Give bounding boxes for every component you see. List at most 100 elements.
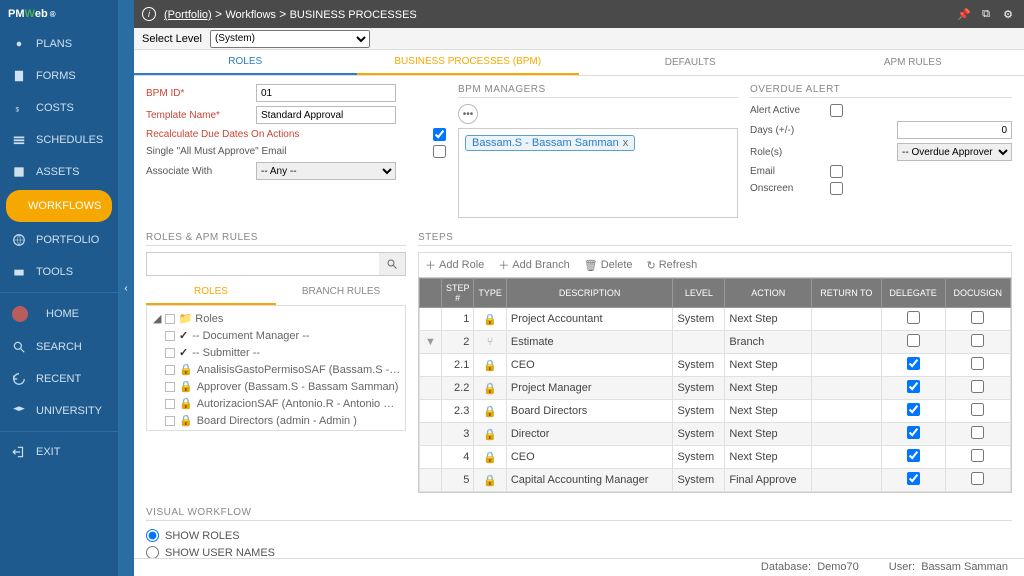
tree-item[interactable]: 🔒AutorizacionSAF (Antonio.R - Antonio Re… <box>151 395 401 412</box>
docusign-checkbox[interactable] <box>971 357 984 370</box>
alert-active-checkbox[interactable] <box>830 104 843 117</box>
nav-portfolio[interactable]: PORTFOLIO <box>0 224 118 256</box>
managers-more-icon[interactable]: ••• <box>458 104 478 124</box>
logo-a: PM <box>8 8 25 20</box>
breadcrumb-root[interactable]: (Portfolio) <box>164 9 212 21</box>
nav-university[interactable]: UNIVERSITY <box>0 395 118 427</box>
subtab-roles[interactable]: ROLES <box>146 280 276 305</box>
tree-root[interactable]: ◢ 📁 Roles <box>151 310 401 327</box>
nav-schedules[interactable]: SCHEDULES <box>0 124 118 156</box>
nav-tools[interactable]: TOOLS <box>0 256 118 288</box>
manager-pill: Bassam.S - Bassam Sammanx <box>465 135 635 151</box>
table-row[interactable]: 2.2🔒Project ManagerSystemNext Step <box>420 377 1011 400</box>
tool-settings-icon[interactable]: ⚙ <box>1000 6 1016 22</box>
managers-box[interactable]: Bassam.S - Bassam Sammanx <box>458 128 738 218</box>
rules-search <box>146 252 406 276</box>
bpm-id-input[interactable] <box>256 84 396 102</box>
tab-bpm[interactable]: BUSINESS PROCESSES (BPM) <box>357 50 580 75</box>
docusign-checkbox[interactable] <box>971 380 984 393</box>
nav-recent[interactable]: RECENT <box>0 363 118 395</box>
sidebar: PMWeb ® PLANS FORMS $COSTS SCHEDULES ASS… <box>0 0 118 576</box>
tab-defaults[interactable]: DEFAULTS <box>579 50 802 75</box>
delegate-checkbox[interactable] <box>907 449 920 462</box>
associate-select[interactable]: -- Any -- <box>256 162 396 180</box>
overdue-title: OVERDUE ALERT <box>750 84 1012 98</box>
tree-item[interactable]: 🔒Board Directors (admin - Admin ) <box>151 412 401 429</box>
tab-roles[interactable]: ROLES <box>134 50 357 75</box>
tree-item[interactable]: 🔒AnalisisGastoPermisoSAF (Bassam.S - Bas… <box>151 361 401 378</box>
breadcrumb-mid[interactable]: Workflows <box>225 9 276 21</box>
nav-plans[interactable]: PLANS <box>0 28 118 60</box>
show-users-radio[interactable] <box>146 546 159 558</box>
delegate-checkbox[interactable] <box>907 357 920 370</box>
nav-workflows[interactable]: WORKFLOWS <box>6 190 112 222</box>
email-checkbox[interactable] <box>830 165 843 178</box>
select-level[interactable]: (System) <box>210 30 370 48</box>
nav-forms[interactable]: FORMS <box>0 60 118 92</box>
nav-costs[interactable]: $COSTS <box>0 92 118 124</box>
tree-item[interactable]: ✓-- Document Manager -- <box>151 327 401 344</box>
table-row[interactable]: 3🔒DirectorSystemNext Step <box>420 423 1011 446</box>
avatar-icon <box>12 306 28 322</box>
docusign-checkbox[interactable] <box>971 334 984 347</box>
table-row[interactable]: 2.1🔒CEOSystemNext Step <box>420 354 1011 377</box>
recalc-label: Recalculate Due Dates On Actions <box>146 129 433 140</box>
delegate-checkbox[interactable] <box>907 472 920 485</box>
tab-apm[interactable]: APM RULES <box>802 50 1024 75</box>
roles-select[interactable]: -- Overdue Approver -- <box>897 143 1012 161</box>
days-input[interactable] <box>897 121 1012 139</box>
tree-item[interactable]: 🔒Approver (Bassam.S - Bassam Samman) <box>151 378 401 395</box>
docusign-checkbox[interactable] <box>971 426 984 439</box>
tree-item[interactable]: ✓-- Submitter -- <box>151 344 401 361</box>
add-role-button[interactable]: ＋Add Role <box>425 257 484 273</box>
nav-assets[interactable]: ASSETS <box>0 156 118 188</box>
steps-grid: STEP #TYPEDESCRIPTIONLEVELACTIONRETURN T… <box>418 277 1012 493</box>
show-roles-radio[interactable] <box>146 529 159 542</box>
bpm-id-label: BPM ID* <box>146 88 256 99</box>
template-name-input[interactable] <box>256 106 396 124</box>
collapse-sidebar-button[interactable]: ‹ <box>118 0 134 576</box>
nav-search[interactable]: SEARCH <box>0 331 118 363</box>
logo: PMWeb ® <box>0 0 118 28</box>
nav-home[interactable]: HOME <box>0 297 118 331</box>
delete-button[interactable]: 🗑Delete <box>584 259 633 272</box>
remove-manager-icon[interactable]: x <box>623 137 629 149</box>
tree-item[interactable]: 🔒Business Group Head of Finance (admin -… <box>151 429 401 431</box>
search-icon[interactable] <box>379 253 405 275</box>
delegate-checkbox[interactable] <box>907 380 920 393</box>
onscreen-checkbox[interactable] <box>830 182 843 195</box>
roles-tree[interactable]: ◢ 📁 Roles ✓-- Document Manager --✓-- Sub… <box>146 306 406 431</box>
tool-pin-icon[interactable]: 📌 <box>956 6 972 22</box>
topbar: i (Portfolio) > Workflows > BUSINESS PRO… <box>134 0 1024 28</box>
delegate-checkbox[interactable] <box>907 426 920 439</box>
email-label: Email <box>750 166 830 177</box>
nav-exit[interactable]: EXIT <box>0 436 118 468</box>
docusign-checkbox[interactable] <box>971 403 984 416</box>
add-branch-button[interactable]: ＋Add Branch <box>498 257 569 273</box>
delegate-checkbox[interactable] <box>907 334 920 347</box>
logo-c: eb <box>35 8 48 20</box>
docusign-checkbox[interactable] <box>971 311 984 324</box>
table-row[interactable]: 5🔒Capital Accounting ManagerSystemFinal … <box>420 469 1011 492</box>
info-icon[interactable]: i <box>142 7 156 21</box>
table-row[interactable]: 2.3🔒Board DirectorsSystemNext Step <box>420 400 1011 423</box>
breadcrumb-leaf: BUSINESS PROCESSES <box>290 9 417 21</box>
single-approve-checkbox[interactable] <box>433 145 446 158</box>
docusign-checkbox[interactable] <box>971 472 984 485</box>
delegate-checkbox[interactable] <box>907 403 920 416</box>
table-row[interactable]: ▼2⑂EstimateBranch <box>420 331 1011 354</box>
refresh-button[interactable]: ↻Refresh <box>647 259 698 272</box>
template-name-label: Template Name* <box>146 110 256 121</box>
subtab-branch[interactable]: BRANCH RULES <box>276 280 406 305</box>
tool-popout-icon[interactable]: ⧉ <box>978 6 994 22</box>
table-row[interactable]: 1🔒Project AccountantSystemNext Step <box>420 308 1011 331</box>
delegate-checkbox[interactable] <box>907 311 920 324</box>
associate-label: Associate With <box>146 166 256 177</box>
recalc-checkbox[interactable] <box>433 128 446 141</box>
docusign-checkbox[interactable] <box>971 449 984 462</box>
rules-search-input[interactable] <box>147 253 379 275</box>
alert-active-label: Alert Active <box>750 105 830 116</box>
logo-b: W <box>25 8 35 20</box>
breadcrumb: (Portfolio) > Workflows > BUSINESS PROCE… <box>164 7 417 21</box>
table-row[interactable]: 4🔒CEOSystemNext Step <box>420 446 1011 469</box>
